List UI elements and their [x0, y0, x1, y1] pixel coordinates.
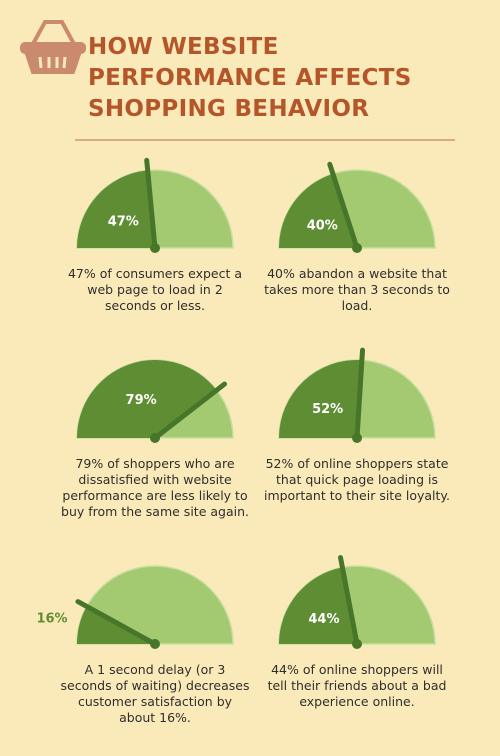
- title: HOW WEBSITE PERFORMANCE AFFECTS SHOPPING B…: [88, 32, 412, 125]
- basket-rim: [20, 42, 86, 54]
- gauge-needle: [75, 599, 158, 647]
- title-line: HOW WEBSITE: [88, 34, 279, 60]
- gauge-needle: [327, 161, 360, 251]
- value-label: 44%: [308, 612, 339, 627]
- needle-hub: [150, 243, 160, 253]
- gauge-needle: [354, 347, 366, 441]
- value-label: 52%: [312, 402, 343, 417]
- gauge-fill: [77, 359, 217, 438]
- gauge-needle: [338, 555, 360, 647]
- title-line: SHOPPING BEHAVIOR: [88, 96, 370, 122]
- value-label: 47%: [108, 215, 139, 230]
- value-label: 16%: [36, 612, 67, 627]
- gauge-fill: [279, 359, 362, 438]
- gauge-needle: [152, 381, 228, 441]
- value-label: 40%: [307, 218, 338, 233]
- needle-hub: [150, 639, 160, 649]
- caption: 47% of consumers expect a web page to lo…: [67, 266, 243, 313]
- gauge-fill: [77, 170, 155, 248]
- caption: 40% abandon a website that takes more th…: [264, 266, 450, 313]
- basket-icon: [20, 20, 86, 74]
- caption: 79% of shoppers who are dissatisfied wit…: [61, 456, 249, 519]
- gauge-fill: [279, 567, 357, 644]
- caption: A 1 second delay (or 3 seconds of waitin…: [60, 662, 250, 725]
- gauge-needle: [144, 157, 158, 251]
- basket-handle: [31, 20, 76, 45]
- basket-slats: [38, 56, 67, 69]
- needle-hub: [150, 433, 160, 443]
- value-label: 79%: [126, 393, 157, 408]
- needle-hub: [352, 639, 362, 649]
- needle-hub: [352, 433, 362, 443]
- caption: 52% of online shoppers state that quick …: [263, 456, 451, 503]
- needle-hub: [352, 243, 362, 253]
- title-line: PERFORMANCE AFFECTS: [88, 65, 412, 91]
- basket-body: [24, 52, 82, 74]
- caption: 44% of online shoppers will tell their f…: [267, 662, 447, 709]
